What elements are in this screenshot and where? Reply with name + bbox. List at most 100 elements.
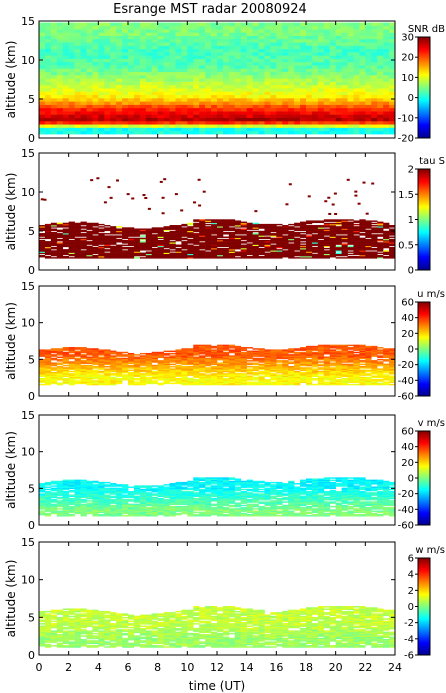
heatmap-cell xyxy=(383,234,390,236)
heatmap-cell xyxy=(39,104,46,109)
heatmap-cell xyxy=(163,22,170,27)
heatmap-cell xyxy=(181,357,188,360)
heatmap-cell xyxy=(252,61,259,66)
heatmap-cell xyxy=(133,375,141,377)
heatmap-cell xyxy=(104,354,111,356)
heatmap-cell xyxy=(110,241,117,243)
heatmap-cell xyxy=(353,244,360,246)
heatmap-cell xyxy=(264,38,271,43)
heatmap-cell xyxy=(133,242,141,244)
heatmap-cell xyxy=(211,238,218,241)
heatmap-cell xyxy=(122,32,129,36)
heatmap-cell xyxy=(258,117,265,122)
heatmap-cell xyxy=(175,55,182,59)
heatmap-cell xyxy=(288,235,295,237)
heatmap-cell xyxy=(252,360,259,362)
heatmap-cell xyxy=(145,370,153,373)
heatmap-cell xyxy=(276,357,283,360)
heatmap-cell xyxy=(44,127,52,132)
heatmap-cell xyxy=(199,91,206,96)
heatmap-cell xyxy=(169,352,176,355)
heatmap-cell xyxy=(169,370,176,373)
heatmap-cell xyxy=(329,111,336,115)
heatmap-cell xyxy=(264,357,271,360)
heatmap-cell xyxy=(157,117,164,122)
heatmap-cell xyxy=(258,244,265,246)
heatmap-cell xyxy=(252,358,259,361)
heatmap-cell xyxy=(389,233,396,235)
heatmap-cell xyxy=(246,256,253,258)
heatmap-cell xyxy=(217,349,224,351)
heatmap-cell xyxy=(151,366,158,368)
heatmap-cell xyxy=(300,254,307,257)
heatmap-cell xyxy=(128,107,135,112)
heatmap-cell xyxy=(258,71,265,76)
heatmap-cell xyxy=(240,230,247,233)
heatmap-cell xyxy=(240,45,247,50)
heatmap-cell xyxy=(62,29,69,33)
heatmap-cell xyxy=(317,221,325,224)
heatmap-cell xyxy=(276,249,283,251)
heatmap-cell xyxy=(205,94,212,99)
heatmap-cell xyxy=(264,236,271,238)
heatmap-cell xyxy=(252,374,259,376)
heatmap-cell xyxy=(217,48,224,53)
heatmap-cell xyxy=(371,225,378,227)
heatmap-cell xyxy=(169,225,176,227)
heatmap-cell xyxy=(44,22,52,27)
heatmap-cell xyxy=(246,377,253,380)
heatmap-cell xyxy=(157,130,164,135)
heatmap-cell xyxy=(39,364,46,367)
heatmap-cell xyxy=(199,222,206,225)
heatmap-cell xyxy=(377,84,384,89)
heatmap-cell xyxy=(252,373,259,375)
heatmap-cell xyxy=(193,245,200,248)
heatmap-cell xyxy=(50,252,58,255)
heatmap-cell xyxy=(264,373,271,375)
heatmap-cell xyxy=(240,358,247,361)
heatmap-cell xyxy=(163,234,170,236)
heatmap-cell xyxy=(329,253,336,256)
heatmap-cell xyxy=(329,245,336,248)
heatmap-cell xyxy=(323,48,331,53)
heatmap-cell xyxy=(377,244,384,246)
heatmap-cell xyxy=(240,130,247,135)
heatmap-cell xyxy=(222,362,230,364)
heatmap-cell xyxy=(175,234,182,236)
heatmap-cell xyxy=(317,243,325,245)
heatmap-cell xyxy=(359,227,366,229)
heatmap-cell xyxy=(246,239,253,242)
heatmap-cell xyxy=(98,379,105,381)
heatmap-cell xyxy=(211,241,218,243)
heatmap-cell xyxy=(169,38,176,43)
heatmap-cell xyxy=(270,375,277,377)
heatmap-cell xyxy=(110,237,117,240)
heatmap-cell xyxy=(228,25,236,30)
heatmap-cell xyxy=(288,244,295,246)
heatmap-cell xyxy=(193,376,200,379)
heatmap-cell xyxy=(306,229,313,232)
heatmap-cell xyxy=(359,52,366,56)
heatmap-cell xyxy=(264,227,271,229)
heatmap-cell xyxy=(39,252,46,255)
heatmap-cell xyxy=(371,256,378,258)
heatmap-cell xyxy=(74,244,81,246)
heatmap-cell xyxy=(163,244,170,246)
heatmap-cell xyxy=(222,219,230,221)
heatmap-cell xyxy=(39,370,46,373)
heatmap-cell xyxy=(365,98,372,102)
heatmap-cell xyxy=(329,101,336,105)
heatmap-cell xyxy=(258,127,265,132)
heatmap-cell xyxy=(163,360,170,362)
heatmap-cell xyxy=(86,383,93,386)
heatmap-cell xyxy=(187,117,194,122)
heatmap-cell xyxy=(163,379,170,381)
heatmap-cell xyxy=(282,38,289,43)
heatmap-cell xyxy=(133,237,141,240)
heatmap-cell xyxy=(62,101,69,105)
heatmap-cell xyxy=(306,257,313,259)
heatmap-cell xyxy=(163,45,170,50)
heatmap-cell xyxy=(347,98,354,102)
heatmap-cell xyxy=(371,247,378,250)
heatmap-cell xyxy=(282,42,289,46)
